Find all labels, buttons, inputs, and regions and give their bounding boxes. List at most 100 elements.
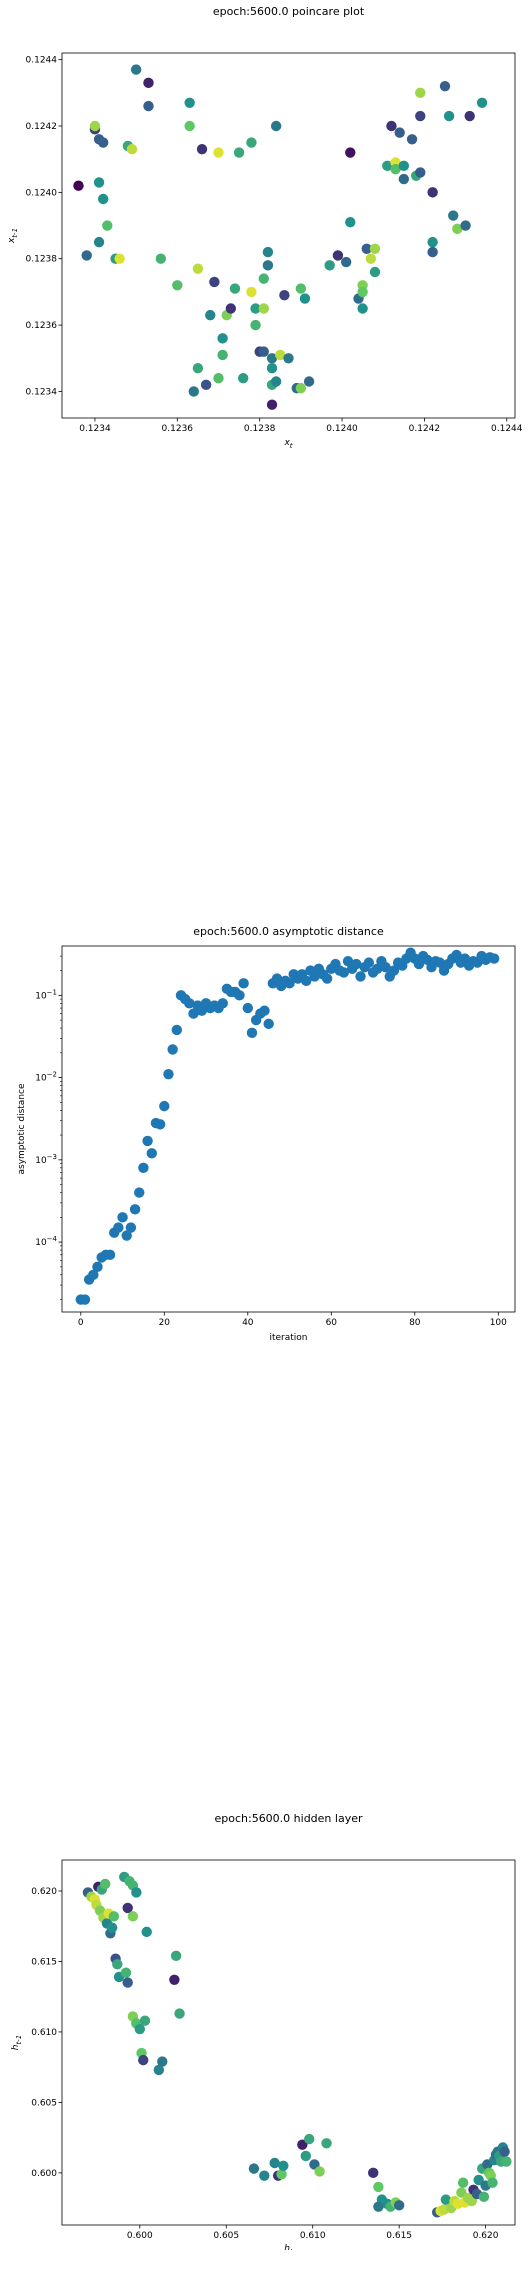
y-tick-label: 0.600 (31, 2169, 57, 2179)
data-point (283, 353, 294, 364)
data-point (373, 2201, 384, 2212)
data-point (117, 1212, 128, 1223)
data-point (104, 1249, 116, 1261)
data-point (295, 283, 307, 294)
data-point (413, 958, 425, 970)
data-point (448, 210, 459, 221)
data-point (155, 253, 167, 264)
data-point (234, 990, 245, 1001)
data-point (163, 1068, 174, 1080)
data-point (382, 160, 393, 172)
data-point (321, 2138, 332, 2149)
data-point (460, 220, 471, 231)
data-point (217, 333, 228, 344)
data-point (345, 147, 356, 158)
data-point (357, 286, 368, 298)
data-point (138, 2054, 149, 2066)
data-point (246, 1027, 258, 1039)
data-point (113, 1222, 124, 1233)
data-point (427, 187, 438, 198)
data-point (275, 349, 286, 361)
data-point (196, 144, 208, 155)
x-tick-label: 0.1244 (491, 424, 523, 434)
x-tick-label: 0.1240 (326, 424, 358, 434)
data-point (92, 1261, 103, 1273)
data-point (258, 303, 269, 314)
data-point (324, 260, 335, 271)
data-point (159, 1100, 170, 1112)
data-point (81, 250, 92, 261)
data-point (157, 2056, 168, 2067)
data-point (97, 193, 109, 205)
data-point (342, 956, 354, 967)
data-point (238, 372, 249, 384)
data-point (269, 2157, 280, 2169)
y-tick-label: 0.1242 (26, 122, 58, 132)
data-point (452, 223, 463, 235)
data-point (93, 236, 105, 248)
x-tick-label: 80 (409, 1318, 421, 1328)
data-point (263, 1018, 274, 1030)
data-point (246, 286, 257, 298)
data-point (393, 2200, 405, 2211)
data-point (368, 2167, 379, 2179)
data-point (473, 2174, 484, 2186)
data-point (276, 2169, 287, 2180)
data-point (456, 2187, 467, 2198)
asymptotic-distance-chart: epoch:5600.0 asymptotic distance 0 20 40 60 8… (17, 925, 516, 1343)
data-point (153, 2064, 165, 2076)
x-tick-label: 0.615 (386, 2231, 412, 2241)
data-point (129, 1204, 141, 1215)
data-point (192, 263, 204, 274)
plot-frame (61, 1859, 516, 2226)
data-point (258, 346, 269, 357)
y-tick-label: 0.605 (31, 2098, 57, 2108)
data-point (130, 64, 142, 75)
data-point (345, 217, 356, 228)
data-point (451, 949, 462, 961)
data-point (301, 975, 312, 987)
data-point (380, 961, 391, 973)
data-point (188, 1008, 199, 1019)
x-tick-label: 0.620 (473, 2231, 499, 2241)
chart-title: epoch:5600.0 hidden layer (214, 1812, 362, 1825)
chart-title: epoch:5600.0 poincare plot (213, 5, 365, 18)
data-point (279, 290, 290, 301)
data-point (394, 127, 405, 138)
data-point (174, 2008, 185, 2019)
data-point (406, 134, 418, 145)
data-point (138, 1162, 149, 1174)
x-tick-label: 0.1242 (409, 424, 441, 434)
data-point (415, 167, 426, 178)
data-point (398, 160, 410, 172)
data-point (303, 376, 315, 387)
data-point (476, 97, 488, 108)
y-tick-label: 0.1236 (26, 321, 58, 331)
data-point (131, 1887, 142, 1898)
plot-frame (61, 945, 516, 1313)
data-point (154, 1119, 166, 1130)
data-point (213, 372, 224, 384)
data-point (365, 253, 377, 264)
x-tick-label: 0.1236 (162, 424, 194, 434)
data-point (357, 303, 368, 314)
data-point (171, 1024, 183, 1036)
poincare-chart: epoch:5600.0 poincare plot 0.1234 0.1236 0.… (7, 5, 523, 450)
data-point (172, 280, 183, 291)
data-point (443, 110, 455, 122)
data-point (106, 1922, 118, 1933)
data-point (266, 399, 278, 410)
data-point (299, 293, 311, 304)
x-tick-label: 0.610 (300, 2231, 326, 2241)
data-point (262, 246, 274, 258)
y-tick-label: 0.1244 (26, 56, 58, 66)
chart-title: epoch:5600.0 asymptotic distance (193, 925, 384, 938)
data-point (142, 1135, 153, 1147)
data-point (184, 120, 195, 132)
data-point (259, 2170, 270, 2181)
data-point (225, 303, 237, 314)
data-point (300, 2150, 311, 2162)
data-point (266, 353, 278, 364)
data-point (487, 2177, 498, 2188)
data-point (200, 379, 212, 391)
